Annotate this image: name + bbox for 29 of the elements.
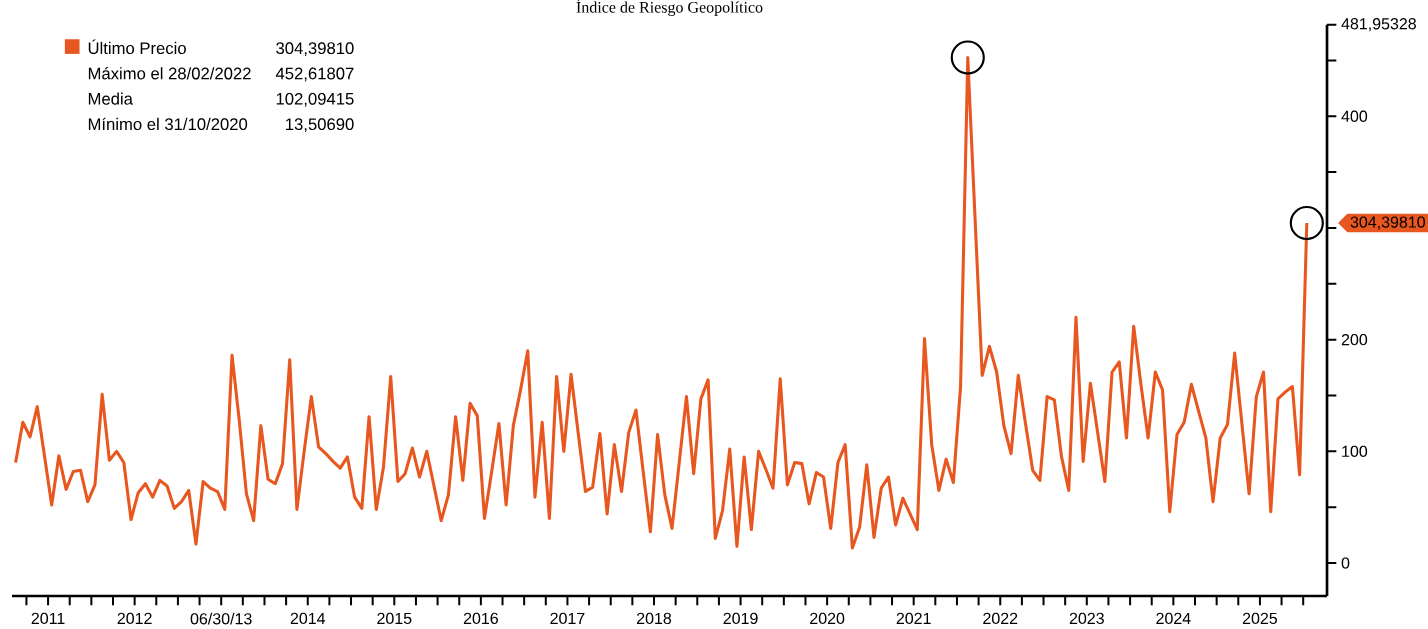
annotation: 304,39810 bbox=[276, 42, 354, 57]
annotation: Media bbox=[88, 92, 133, 105]
x-tick-label: 2022 bbox=[983, 612, 1018, 625]
y-tick-label: 400 bbox=[1341, 110, 1368, 122]
y-tick-label: 481,95328 bbox=[1341, 18, 1416, 32]
annotation: 13,50690 bbox=[286, 118, 354, 133]
y-tick-label: 0 bbox=[1341, 557, 1350, 569]
x-tick-label: 06/30/13 bbox=[190, 612, 252, 625]
annotation: 304,39810 bbox=[1350, 216, 1425, 230]
x-tick-label: 2024 bbox=[1156, 612, 1191, 625]
x-tick-label: 2017 bbox=[550, 612, 585, 625]
annotation: 452,61807 bbox=[275, 67, 354, 82]
x-tick-label: 2019 bbox=[723, 612, 758, 625]
x-tick-label: 2021 bbox=[896, 612, 931, 625]
annotation: Máximo el 28/02/2022 bbox=[88, 66, 251, 80]
x-tick-label: 2018 bbox=[637, 612, 672, 625]
x-tick-label: 2016 bbox=[463, 612, 498, 625]
y-tick-label: 100 bbox=[1342, 445, 1368, 457]
x-tick-label: 2025 bbox=[1242, 612, 1278, 625]
x-tick-label: 2020 bbox=[810, 612, 845, 625]
y-tick-label: 200 bbox=[1341, 333, 1368, 346]
x-tick-label: 2011 bbox=[31, 612, 65, 625]
x-tick-label: 2015 bbox=[377, 612, 412, 625]
annotation: Mínimo el 31/10/2020 bbox=[88, 117, 248, 131]
x-tick-label: 2023 bbox=[1069, 612, 1104, 625]
legend-label: Último Precio bbox=[88, 39, 186, 55]
x-tick-label: 2014 bbox=[290, 612, 326, 625]
annotation: 102,09415 bbox=[276, 92, 354, 107]
x-tick-label: 2012 bbox=[117, 612, 152, 625]
